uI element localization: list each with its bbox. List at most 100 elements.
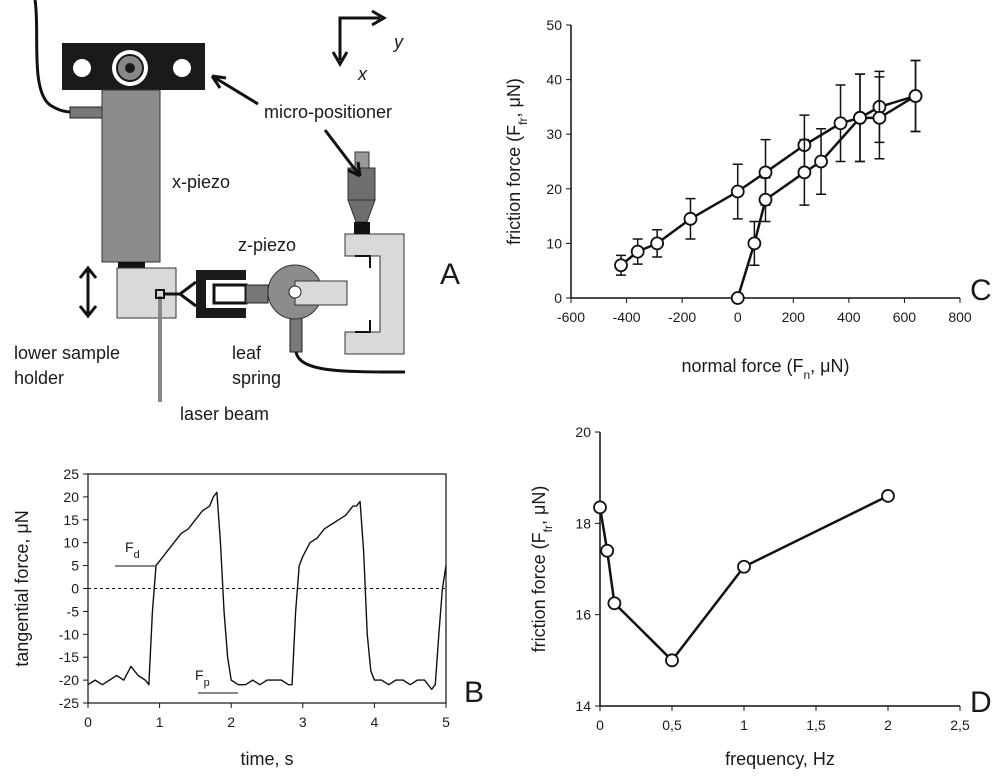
x-tick-label: 0,5 bbox=[662, 717, 682, 733]
y-tick-label: 14 bbox=[575, 698, 591, 714]
label: leaf bbox=[232, 343, 262, 363]
text-part: p bbox=[204, 677, 210, 689]
axis-title: tangential force, μN bbox=[12, 510, 32, 666]
y-tick-label: 20 bbox=[63, 489, 79, 505]
text-part: , μN) bbox=[529, 486, 549, 525]
text-part: fr bbox=[541, 525, 555, 532]
data-point bbox=[607, 596, 622, 611]
hole bbox=[73, 59, 91, 77]
label: z-piezo bbox=[238, 235, 296, 255]
y-tick-label: 0 bbox=[71, 581, 79, 597]
data-point bbox=[872, 110, 887, 125]
x-tick-label: 1 bbox=[740, 717, 748, 733]
spring-inner bbox=[212, 283, 248, 305]
data-point bbox=[730, 291, 745, 305]
setup-diagram: micro-positioner x-piezo z-piezo lower s… bbox=[14, 0, 460, 424]
panel-label: A bbox=[440, 258, 460, 291]
x-tick-label: 4 bbox=[371, 714, 379, 730]
data-point bbox=[593, 500, 607, 515]
axis-label: x bbox=[357, 64, 368, 84]
text-part: friction force (F bbox=[529, 532, 549, 652]
data-point bbox=[614, 258, 628, 273]
data-line bbox=[620, 94, 916, 267]
axis-title: normal force (Fn, μN) bbox=[681, 356, 849, 382]
y-tick-label: 0 bbox=[554, 290, 562, 306]
pivot bbox=[288, 285, 302, 299]
y-tick-label: 50 bbox=[546, 17, 562, 33]
leaf-spring bbox=[196, 270, 246, 318]
data-point bbox=[814, 154, 828, 169]
data-point bbox=[881, 489, 895, 503]
y-tick-label: -20 bbox=[59, 672, 79, 688]
data-point bbox=[650, 236, 665, 251]
y-tick-label: -15 bbox=[59, 649, 79, 665]
y-tick-label: 25 bbox=[63, 466, 79, 482]
tip bbox=[354, 222, 370, 234]
x-tick-label: 0 bbox=[596, 717, 604, 733]
guides bbox=[355, 255, 371, 333]
panel-label: B bbox=[464, 676, 484, 709]
y-tick-label: 10 bbox=[63, 535, 79, 551]
data-point bbox=[737, 559, 751, 574]
x-tick-label: -600 bbox=[557, 309, 585, 325]
x-tick-label: 3 bbox=[299, 714, 307, 730]
y-tick-label: 15 bbox=[63, 512, 79, 528]
y-tick-label: -25 bbox=[59, 695, 79, 711]
cable bbox=[294, 351, 406, 374]
taper bbox=[347, 199, 376, 223]
axis-title: friction force (Ffr, μN) bbox=[529, 486, 555, 653]
y-tick-label: 5 bbox=[71, 558, 79, 574]
x-tick-label: 0 bbox=[84, 714, 92, 730]
data-point bbox=[747, 236, 762, 251]
arm bbox=[294, 280, 348, 306]
label: spring bbox=[232, 368, 281, 388]
y-tick-label: 20 bbox=[575, 424, 591, 440]
panel-label: D bbox=[970, 686, 992, 719]
x-tick-label: 800 bbox=[948, 309, 972, 325]
z-stub bbox=[289, 317, 303, 353]
label: laser beam bbox=[180, 404, 269, 424]
pointer-arrow bbox=[210, 74, 259, 106]
panel-label: C bbox=[970, 274, 992, 307]
text-part: , μN) bbox=[810, 356, 849, 376]
x-tick-label: 1,5 bbox=[806, 717, 826, 733]
frame bbox=[344, 233, 405, 355]
data-point bbox=[600, 543, 615, 558]
y-tick-label: 30 bbox=[546, 126, 562, 142]
label: lower sample bbox=[14, 343, 120, 363]
axis-title: frequency, Hz bbox=[725, 749, 835, 769]
axis-label: y bbox=[392, 32, 404, 52]
y-tick-label: 20 bbox=[546, 181, 562, 197]
annotation: Fp bbox=[195, 667, 210, 689]
hole bbox=[173, 59, 191, 77]
data-line bbox=[598, 494, 889, 662]
ring-core bbox=[125, 63, 135, 73]
text-part: , μN) bbox=[504, 78, 524, 117]
x-tick-label: 400 bbox=[837, 309, 861, 325]
y-tick-label: 10 bbox=[546, 235, 562, 251]
x-tick-label: -200 bbox=[668, 309, 696, 325]
data-point bbox=[730, 184, 745, 199]
stub bbox=[69, 106, 103, 119]
data-point bbox=[630, 244, 645, 259]
x-tick-label: 600 bbox=[893, 309, 917, 325]
x-tick-label: -400 bbox=[613, 309, 641, 325]
data-point bbox=[758, 192, 773, 207]
data-point bbox=[833, 116, 848, 131]
data-point bbox=[758, 165, 773, 180]
x-tick-label: 2 bbox=[227, 714, 235, 730]
spring-wire bbox=[164, 280, 197, 308]
axis-title: friction force (Ffr, μN) bbox=[504, 78, 530, 245]
label: holder bbox=[14, 368, 64, 388]
band bbox=[118, 262, 145, 269]
double-arrow bbox=[78, 265, 98, 319]
axis-title: time, s bbox=[240, 749, 293, 769]
x-tick-label: 5 bbox=[442, 714, 450, 730]
x-tick-label: 2,5 bbox=[950, 717, 970, 733]
label: x-piezo bbox=[172, 172, 230, 192]
y-tick-label: -5 bbox=[67, 603, 80, 619]
data-point bbox=[908, 89, 923, 103]
label: micro-positioner bbox=[264, 102, 392, 122]
